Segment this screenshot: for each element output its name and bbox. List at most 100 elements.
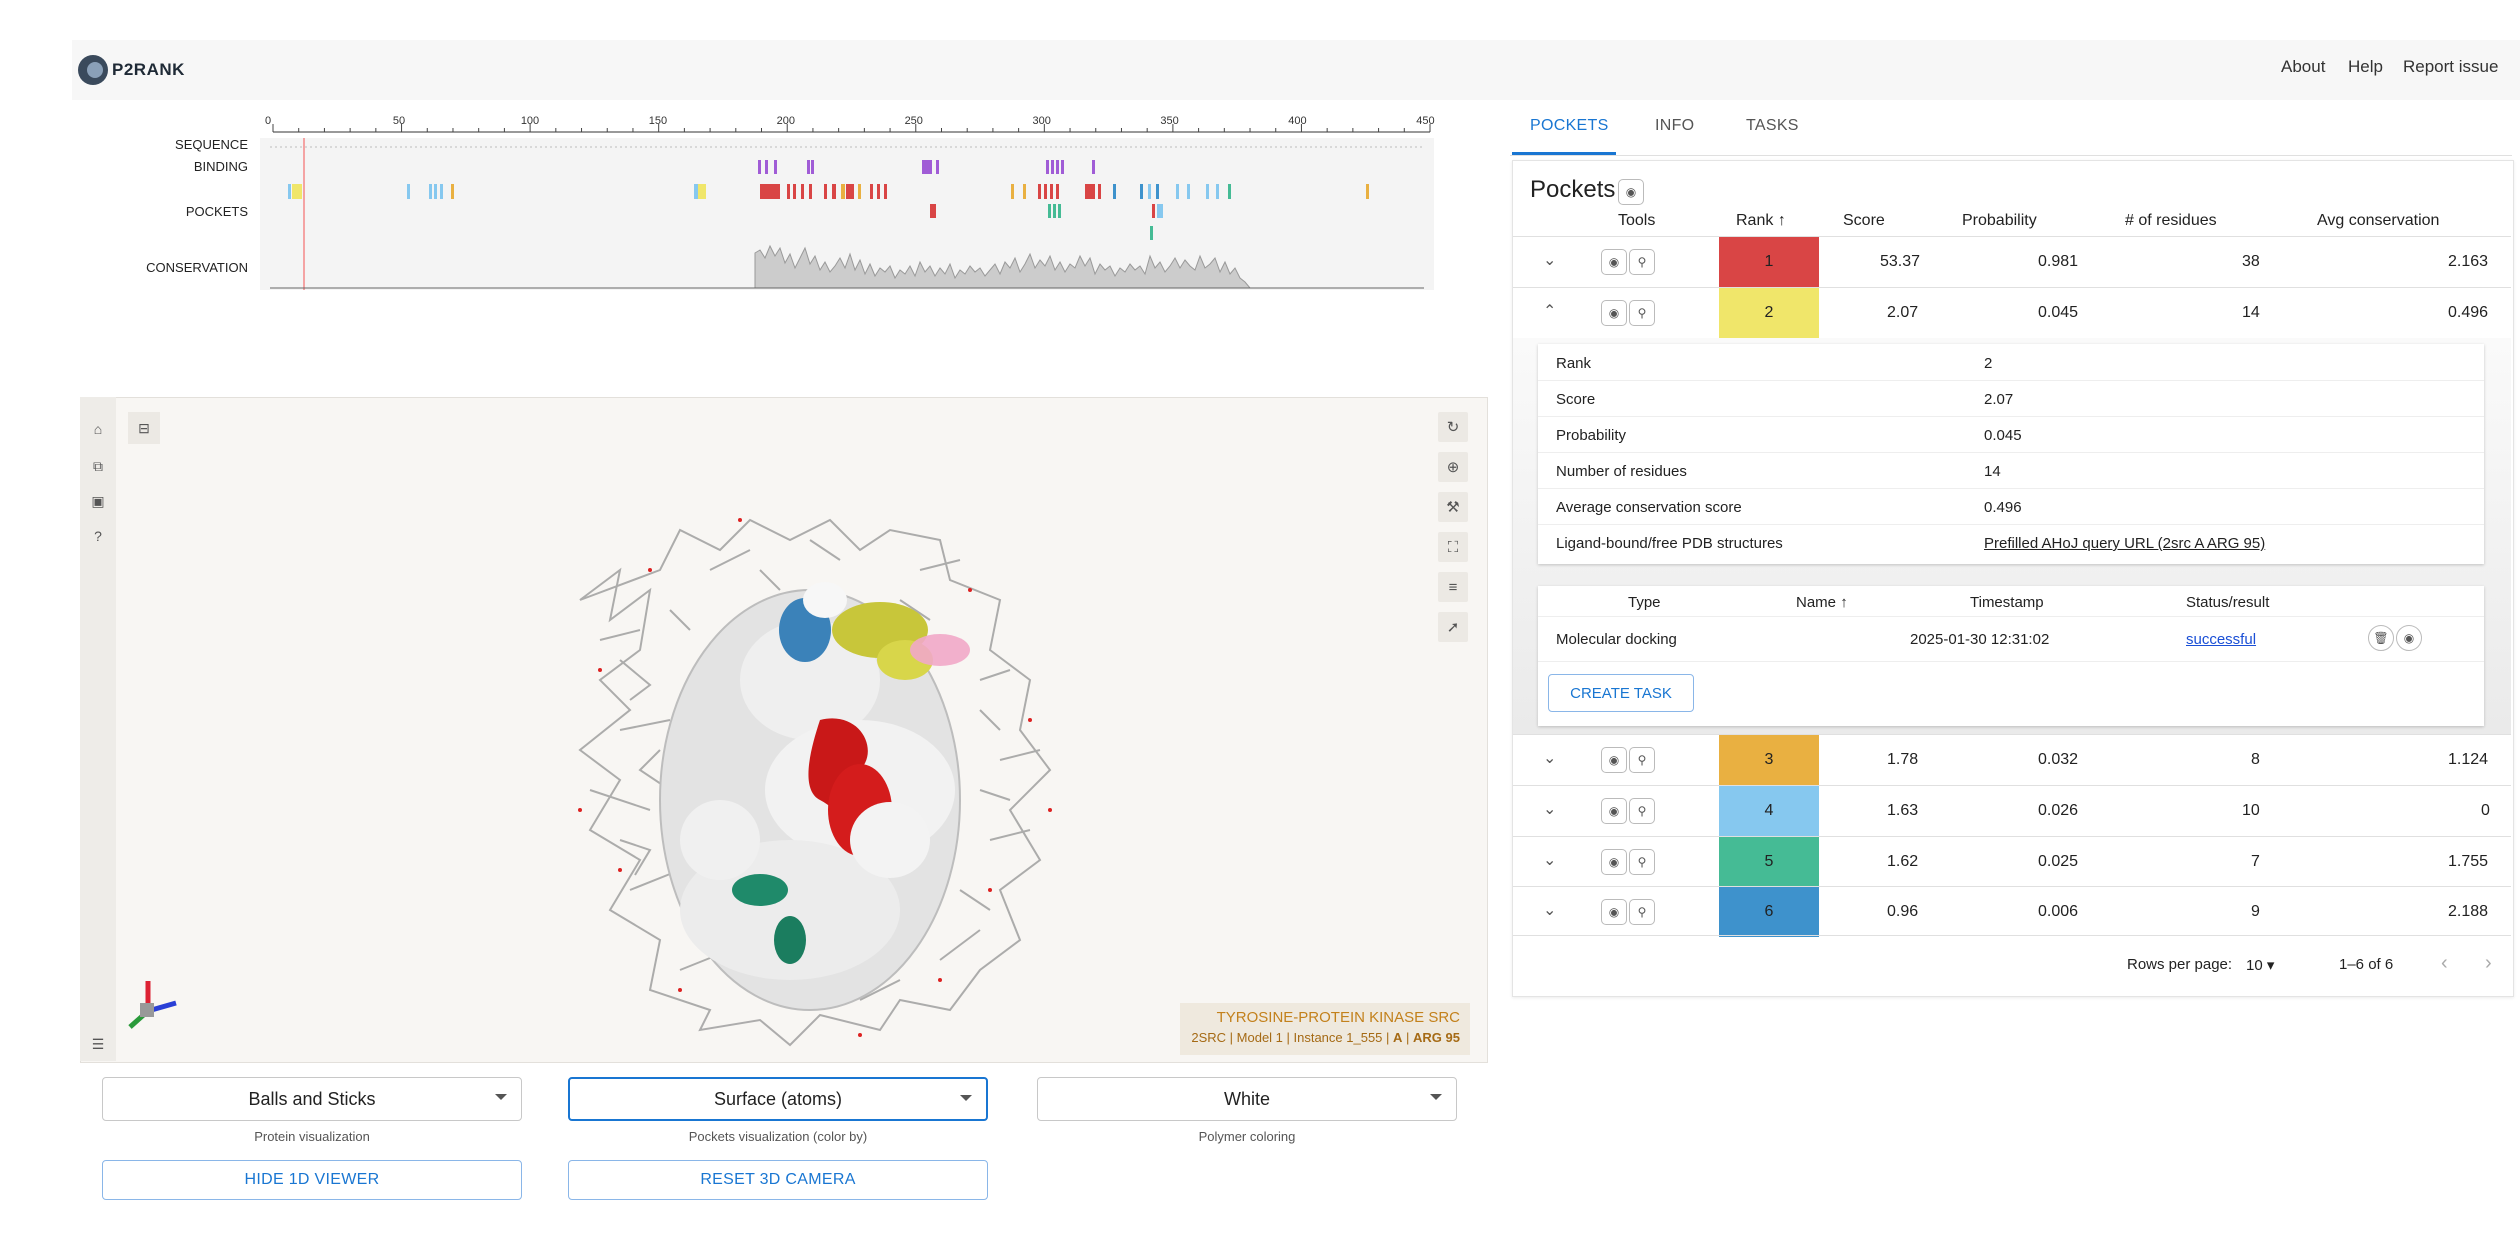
table-row[interactable]: ⌄ ◉ ⚲ 6 0.96 0.006 9 2.188 <box>1513 886 2511 937</box>
prev-page-icon[interactable]: ‹ <box>2441 952 2448 974</box>
view-task-eye-icon[interactable]: ◉ <box>2396 625 2422 651</box>
table-row[interactable]: ⌄ ◉ ⚲ 5 1.62 0.025 7 1.755 <box>1513 836 2511 887</box>
rows-per-page-select[interactable]: 10 ▾ <box>2246 957 2275 974</box>
reset-3d-camera-button[interactable]: RESET 3D CAMERA <box>568 1160 988 1200</box>
zoom-icon[interactable]: ⚲ <box>1629 300 1655 326</box>
zoom-icon[interactable]: ⚲ <box>1629 747 1655 773</box>
dropdown-arrow-icon <box>1430 1094 1442 1100</box>
p2rank-logo[interactable]: P2RANK <box>78 55 185 85</box>
zoom-icon[interactable]: ⚲ <box>1629 849 1655 875</box>
col-num-residues[interactable]: # of residues <box>2125 212 2217 229</box>
tab-info[interactable]: INFO <box>1655 117 1695 134</box>
table-row[interactable]: ⌄ ◉ ⚲ 3 1.78 0.032 8 1.124 <box>1513 734 2511 785</box>
hide-1d-viewer-button[interactable]: HIDE 1D VIEWER <box>102 1160 522 1200</box>
binding-label: BINDING <box>193 159 248 174</box>
tab-tasks[interactable]: TASKS <box>1746 117 1799 134</box>
col-rank[interactable]: Rank ↑ <box>1736 212 1786 229</box>
axis-tick-label: 150 <box>648 115 668 127</box>
task-type: Molecular docking <box>1556 631 1677 648</box>
axis-tick-label: 400 <box>1288 115 1307 127</box>
eye-icon[interactable]: ◉ <box>1601 300 1627 326</box>
toggle-all-pockets-eye-icon[interactable]: ◉ <box>1618 179 1644 205</box>
delete-task-icon[interactable]: 🗑 <box>2368 625 2394 651</box>
detail-row: Number of residues 14 <box>1538 452 2484 489</box>
conservation-cell: 0 <box>2481 802 2490 819</box>
reset-view-icon[interactable]: ↻ <box>1438 412 1468 442</box>
sort-arrow-up-icon: ↑ <box>1777 212 1786 229</box>
conservation-cell: 1.124 <box>2448 751 2489 768</box>
ahoj-query-link[interactable]: Prefilled AHoJ query URL (2src A ARG 95) <box>1984 535 2266 552</box>
tracks-svg <box>270 138 1424 290</box>
spin-icon[interactable]: ⊕ <box>1438 452 1468 482</box>
pagination-range: 1–6 of 6 <box>2339 956 2394 973</box>
axis-tick-label: 250 <box>904 115 923 127</box>
col-probability[interactable]: Probability <box>1962 212 2037 229</box>
axis-tick-label: 300 <box>1032 115 1051 127</box>
eye-icon[interactable]: ◉ <box>1601 249 1627 275</box>
eye-icon[interactable]: ◉ <box>1601 899 1627 925</box>
probability-cell: 0.032 <box>2038 751 2079 768</box>
screenshot-icon[interactable]: ⊟ <box>128 412 160 444</box>
col-avg-conservation[interactable]: Avg conservation <box>2317 212 2440 229</box>
residues-cell: 38 <box>2242 253 2260 270</box>
polymer-coloring-helper: Polymer coloring <box>1198 1129 1296 1144</box>
table-row[interactable]: ⌄ ◉ ⚲ 4 1.63 0.026 10 0 <box>1513 785 2511 836</box>
rank-cell: 1 <box>1719 237 1819 287</box>
next-page-icon[interactable]: › <box>2485 952 2492 974</box>
chevron-down-icon[interactable]: ⌄ <box>1543 750 1557 767</box>
probability-cell: 0.006 <box>2038 903 2079 920</box>
zoom-icon[interactable]: ⚲ <box>1629 798 1655 824</box>
tasks-col-status[interactable]: Status/result <box>2186 594 2270 611</box>
save-session-icon[interactable]: ▣ <box>91 492 105 509</box>
eye-icon[interactable]: ◉ <box>1601 747 1627 773</box>
tasks-col-name[interactable]: Name ↑ <box>1796 594 1848 611</box>
rank-cell: 5 <box>1719 837 1819 887</box>
home-icon[interactable]: ⌂ <box>93 421 103 437</box>
eye-icon[interactable]: ◉ <box>1601 849 1627 875</box>
help-link[interactable]: Help <box>2348 57 2383 76</box>
position-axis <box>272 124 1431 133</box>
zoom-icon[interactable]: ⚲ <box>1629 249 1655 275</box>
residues-cell: 8 <box>2251 751 2260 768</box>
tasks-col-type[interactable]: Type <box>1628 594 1661 611</box>
score-cell: 2.07 <box>1887 304 1919 321</box>
pockets-label: POCKETS <box>185 204 248 219</box>
structure-tree-icon[interactable]: ⧉ <box>93 457 103 474</box>
task-status-link[interactable]: successful <box>2186 631 2257 648</box>
chevron-down-icon[interactable]: ⌄ <box>1543 852 1557 869</box>
polymer-coloring-select[interactable]: White <box>1037 1077 1457 1121</box>
chevron-up-icon[interactable]: ⌃ <box>1543 303 1557 320</box>
viewer-left-toolbar <box>80 397 116 1061</box>
pockets-visualization-select[interactable]: Surface (atoms) <box>568 1077 988 1121</box>
wrench-icon[interactable]: ⚒ <box>1438 492 1468 522</box>
tab-pockets[interactable]: POCKETS <box>1530 117 1609 134</box>
fullscreen-icon[interactable]: ⛶ <box>1438 532 1468 562</box>
report-issue-link[interactable]: Report issue <box>2403 57 2499 76</box>
create-task-button[interactable]: CREATE TASK <box>1548 674 1694 712</box>
protein-visualization-value: Balls and Sticks <box>248 1088 376 1109</box>
chevron-down-icon[interactable]: ⌄ <box>1543 252 1557 269</box>
residue-id: ARG 95 <box>1413 1030 1460 1045</box>
tasks-col-timestamp[interactable]: Timestamp <box>1970 594 2044 611</box>
zoom-icon[interactable]: ⚲ <box>1629 899 1655 925</box>
chevron-down-icon[interactable]: ⌄ <box>1543 902 1557 919</box>
probability-cell: 0.025 <box>2038 853 2079 870</box>
rank-cell: 2 <box>1719 288 1819 338</box>
table-row[interactable]: ⌃ ◉ ⚲ 2 2.07 0.045 14 0.496 <box>1513 287 2511 338</box>
help-icon[interactable]: ? <box>94 528 102 544</box>
chain-id: A <box>1393 1030 1403 1045</box>
score-cell: 1.62 <box>1887 853 1919 870</box>
sliders-icon[interactable]: ≡ <box>1438 572 1468 602</box>
conservation-cell: 1.755 <box>2448 853 2489 870</box>
table-pagination: Rows per page: 10 ▾ 1–6 of 6 ‹ › <box>1513 935 2511 992</box>
protein-visualization-select[interactable]: Balls and Sticks <box>102 1077 522 1121</box>
logo-icon <box>78 55 108 85</box>
chevron-down-icon[interactable]: ⌄ <box>1543 801 1557 818</box>
settings-sliders-icon[interactable]: ☰ <box>91 1035 105 1052</box>
col-score[interactable]: Score <box>1843 212 1885 229</box>
pointer-icon[interactable]: ➚ <box>1438 612 1468 642</box>
table-row[interactable]: ⌄ ◉ ⚲ 1 53.37 0.981 38 2.163 <box>1513 236 2511 287</box>
about-link[interactable]: About <box>2281 57 2326 76</box>
pockets-visualization-helper: Pockets visualization (color by) <box>688 1129 868 1144</box>
eye-icon[interactable]: ◉ <box>1601 798 1627 824</box>
